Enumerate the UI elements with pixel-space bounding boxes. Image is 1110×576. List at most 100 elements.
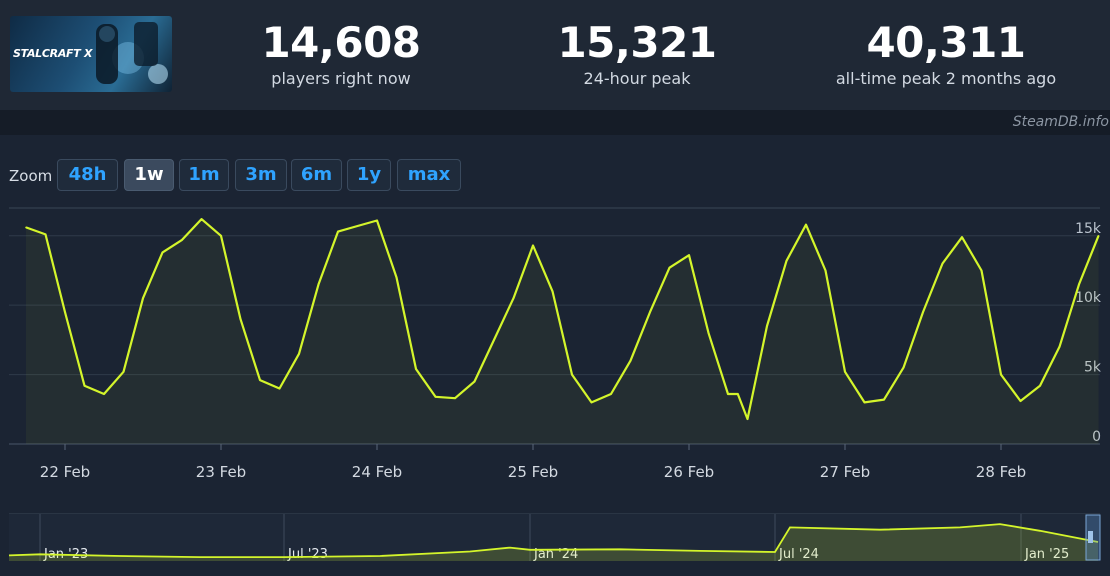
x-tick-label: 24 Feb <box>352 463 402 481</box>
y-tick-label: 15k <box>1075 221 1102 237</box>
data-point <box>259 379 261 381</box>
data-point <box>980 269 983 272</box>
data-point <box>727 393 729 395</box>
data-point <box>629 359 632 362</box>
navigator-background <box>9 514 1100 561</box>
stat-24h-peak: 15,321 24-hour peak <box>522 18 752 88</box>
zoom-3m-button[interactable]: 3m <box>235 159 287 191</box>
x-tick-label: 28 Feb <box>976 463 1026 481</box>
data-point <box>83 384 86 387</box>
data-point <box>961 236 963 238</box>
data-point <box>1000 373 1002 376</box>
series-area-fill <box>26 219 1099 444</box>
data-point <box>44 233 47 236</box>
game-logo[interactable]: STALCRAFT X <box>10 16 172 92</box>
data-point <box>337 230 339 233</box>
data-point <box>785 259 788 262</box>
data-point <box>1097 234 1100 237</box>
zoom-max-button[interactable]: max <box>397 159 461 191</box>
data-point <box>736 393 739 395</box>
data-point <box>668 266 671 269</box>
data-point <box>239 318 242 320</box>
zoom-1y-button[interactable]: 1y <box>347 159 391 191</box>
data-point <box>298 352 300 355</box>
data-point <box>805 223 807 226</box>
data-point <box>395 276 398 279</box>
data-point <box>1039 384 1041 387</box>
data-point <box>844 371 846 373</box>
data-point <box>161 251 164 254</box>
x-tick-label: 26 Feb <box>664 463 714 481</box>
x-tick-label: 23 Feb <box>196 463 246 481</box>
credit-bar: SteamDB.info <box>0 110 1110 135</box>
x-tick-label: 25 Feb <box>508 463 558 481</box>
stat-value: 40,311 <box>866 18 1026 67</box>
stat-value: 15,321 <box>557 18 717 67</box>
data-point <box>434 396 437 398</box>
data-point <box>512 297 515 300</box>
logo-art <box>96 22 168 84</box>
data-point <box>473 380 476 383</box>
zoom-1m-button[interactable]: 1m <box>179 159 229 191</box>
data-point <box>766 325 768 327</box>
data-point <box>571 373 573 376</box>
zoom-label: Zoom <box>9 167 53 185</box>
data-point <box>278 387 281 390</box>
navigator-series-line <box>8 523 1099 558</box>
data-point <box>142 297 144 300</box>
header: STALCRAFT X 14,608 players right now 15,… <box>0 0 1110 110</box>
navigator-handle-icon <box>1088 531 1093 543</box>
data-point <box>688 254 690 256</box>
stat-label: 24-hour peak <box>583 69 691 88</box>
data-point <box>454 397 456 399</box>
stat-label: players right now <box>271 69 411 88</box>
navigator-area-fill <box>9 524 1098 561</box>
data-point <box>356 225 359 227</box>
data-point <box>493 339 495 341</box>
x-tick-label: 22 Feb <box>40 463 90 481</box>
x-tick-label: 27 Feb <box>820 463 870 481</box>
data-point <box>863 401 866 404</box>
data-point <box>64 311 66 313</box>
navigator-tick-label: Jul '24 <box>778 547 819 562</box>
data-point <box>902 366 905 369</box>
navigator-tick-label: Jan '25 <box>1024 547 1069 562</box>
data-point <box>707 332 710 334</box>
data-point <box>1078 283 1080 286</box>
data-point <box>649 311 651 313</box>
data-point <box>122 371 125 373</box>
data-point <box>922 311 924 313</box>
data-point <box>551 290 554 293</box>
navigator-tick-label: Jul '23 <box>287 547 328 562</box>
data-point <box>532 244 534 247</box>
stat-players-now: 14,608 players right now <box>226 18 456 88</box>
y-tick-label: 5k <box>1084 360 1102 376</box>
zoom-48h-button[interactable]: 48h <box>57 159 118 191</box>
data-point <box>883 398 885 401</box>
data-point <box>220 234 222 237</box>
data-point <box>610 393 612 395</box>
data-point <box>181 239 183 241</box>
data-point <box>317 283 320 286</box>
data-point <box>590 401 593 404</box>
stat-all-time-peak: 40,311 all-time peak 2 months ago <box>811 18 1081 88</box>
data-point <box>1058 346 1061 348</box>
steamdb-credit-link[interactable]: SteamDB.info <box>1012 114 1109 130</box>
data-point <box>1019 400 1022 402</box>
data-point <box>746 418 749 420</box>
data-point <box>415 368 417 370</box>
y-tick-label: 10k <box>1075 290 1102 306</box>
zoom-6m-button[interactable]: 6m <box>291 159 342 191</box>
stat-label: all-time peak 2 months ago <box>835 69 1057 88</box>
zoom-1w-button[interactable]: 1w <box>124 159 174 191</box>
data-point <box>824 269 827 272</box>
y-tick-label: 0 <box>1092 429 1101 445</box>
stat-value: 14,608 <box>261 18 421 67</box>
data-point <box>25 226 27 229</box>
logo-text: STALCRAFT X <box>13 47 93 60</box>
data-point <box>200 218 203 220</box>
data-point <box>103 393 105 395</box>
data-point <box>941 262 944 265</box>
navigator-tick-label: Jan '24 <box>533 547 578 562</box>
